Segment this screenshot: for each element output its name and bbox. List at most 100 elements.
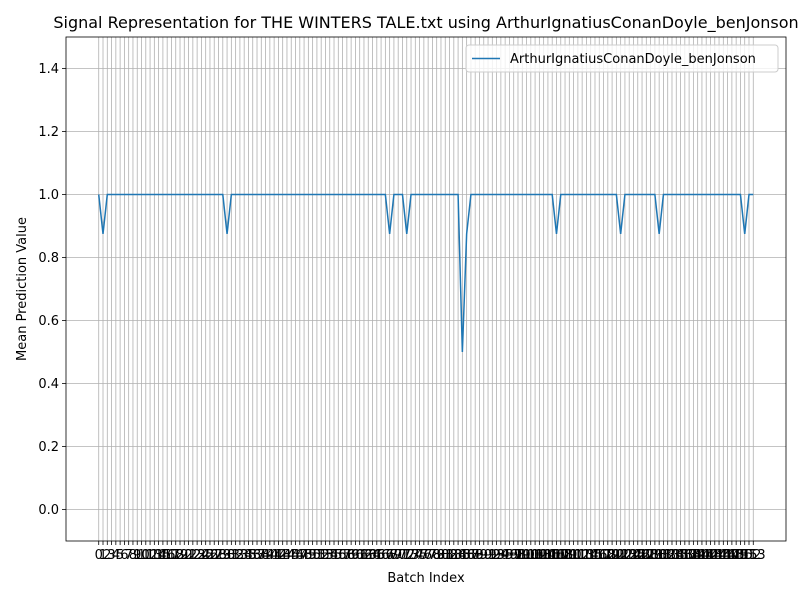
x-tick-label: 56 xyxy=(330,548,347,563)
x-tick-label: 118 xyxy=(591,548,616,563)
x-tick-label: 76 xyxy=(416,548,433,563)
x-tick-label: 141 xyxy=(690,548,715,563)
x-tick-label: 89 xyxy=(471,548,488,563)
x-tick-label: 33 xyxy=(232,548,249,563)
x-tick-label: 12 xyxy=(142,548,159,563)
x-tick-label: 150 xyxy=(728,548,753,563)
x-tick-label: 125 xyxy=(621,548,646,563)
x-tick-label: 45 xyxy=(283,548,300,563)
x-tick-label: 66 xyxy=(373,548,390,563)
x-tick-label: 39 xyxy=(257,548,274,563)
x-tick-label: 121 xyxy=(604,548,629,563)
x-tick-label: 135 xyxy=(664,548,689,563)
x-tick-label: 23 xyxy=(189,548,206,563)
x-tick-label: 117 xyxy=(587,548,612,563)
x-tick-label: 92 xyxy=(484,548,501,563)
y-tick-label: 0.2 xyxy=(38,440,59,455)
x-tick-label: 97 xyxy=(505,548,522,563)
x-tick-label: 99 xyxy=(514,548,531,563)
x-tick-label: 18 xyxy=(167,548,184,563)
x-tick-label: 6 xyxy=(120,548,128,563)
x-tick-label: 73 xyxy=(403,548,420,563)
x-tick-label: 93 xyxy=(488,548,505,563)
x-tick-label: 27 xyxy=(206,548,223,563)
y-tick-label: 1.2 xyxy=(38,125,59,140)
x-tick-label: 55 xyxy=(326,548,343,563)
x-tick-label: 132 xyxy=(651,548,676,563)
x-tick-label: 137 xyxy=(672,548,697,563)
x-tick-label: 54 xyxy=(321,548,338,563)
x-tick-label: 133 xyxy=(655,548,680,563)
x-tick-label: 30 xyxy=(219,548,236,563)
x-tick-label: 96 xyxy=(501,548,518,563)
x-tick-label: 32 xyxy=(227,548,244,563)
legend-label: ArthurIgnatiusConanDoyle_benJonson xyxy=(510,52,756,67)
x-tick-label: 1 xyxy=(99,548,107,563)
x-tick-label: 111 xyxy=(561,548,586,563)
series-line xyxy=(97,193,754,353)
x-tick-label: 46 xyxy=(287,548,304,563)
x-tick-label: 84 xyxy=(450,548,467,563)
x-tick-label: 49 xyxy=(300,548,317,563)
x-tick-label: 131 xyxy=(647,548,672,563)
x-tick-label: 136 xyxy=(668,548,693,563)
x-tick-label: 41 xyxy=(266,548,283,563)
x-tick-label: 60 xyxy=(347,548,364,563)
x-tick-label: 21 xyxy=(180,548,197,563)
x-tick-label: 5 xyxy=(116,548,124,563)
x-tick-label: 71 xyxy=(394,548,411,563)
x-tick-label: 36 xyxy=(244,548,261,563)
x-tick-label: 53 xyxy=(317,548,334,563)
x-tick-label: 144 xyxy=(702,548,727,563)
x-tick-label: 62 xyxy=(356,548,373,563)
x-tick-label: 105 xyxy=(536,548,561,563)
x-tick-label: 57 xyxy=(334,548,351,563)
x-tick-label: 67 xyxy=(377,548,394,563)
y-tick-label: 1.4 xyxy=(38,62,59,77)
x-tick-label: 148 xyxy=(719,548,744,563)
x-tick-label: 15 xyxy=(155,548,172,563)
x-tick-label: 81 xyxy=(437,548,454,563)
x-tick-label: 64 xyxy=(364,548,381,563)
x-tick-label: 139 xyxy=(681,548,706,563)
x-tick-label: 94 xyxy=(493,548,510,563)
x-tick-label: 127 xyxy=(630,548,655,563)
x-tick-label: 42 xyxy=(270,548,287,563)
x-tick-label: 134 xyxy=(660,548,685,563)
x-tick-label: 79 xyxy=(428,548,445,563)
x-tick-label: 2 xyxy=(103,548,111,563)
x-tick-label: 113 xyxy=(570,548,595,563)
x-tick-label: 112 xyxy=(565,548,590,563)
x-tick-label: 114 xyxy=(574,548,599,563)
y-tick-label: 1.0 xyxy=(38,188,59,203)
x-tick-label: 149 xyxy=(724,548,749,563)
x-tick-label: 48 xyxy=(296,548,313,563)
x-tick-label: 101 xyxy=(518,548,543,563)
x-tick-label: 100 xyxy=(514,548,539,563)
y-tick-label: 0.8 xyxy=(38,251,59,266)
x-tick-label: 31 xyxy=(223,548,240,563)
x-tick-label: 69 xyxy=(386,548,403,563)
x-tick-label: 104 xyxy=(531,548,556,563)
y-tick-label: 0.6 xyxy=(38,314,59,329)
x-tick-label: 80 xyxy=(433,548,450,563)
x-tick-label: 82 xyxy=(441,548,458,563)
x-tick-label: 25 xyxy=(197,548,214,563)
x-tick-label: 51 xyxy=(309,548,326,563)
x-tick-label: 43 xyxy=(274,548,291,563)
x-tick-label: 8 xyxy=(129,548,137,563)
x-tick-label: 106 xyxy=(540,548,565,563)
x-tick-label: 37 xyxy=(249,548,266,563)
x-tick-label: 95 xyxy=(497,548,514,563)
x-tick-label: 13 xyxy=(146,548,163,563)
x-tick-label: 130 xyxy=(642,548,667,563)
x-tick-label: 142 xyxy=(694,548,719,563)
plot-frame xyxy=(65,36,787,542)
x-tick-label: 16 xyxy=(159,548,176,563)
x-tick-label: 85 xyxy=(454,548,471,563)
x-tick-label: 26 xyxy=(202,548,219,563)
x-tick-label: 98 xyxy=(510,548,527,563)
x-tick-label: 146 xyxy=(711,548,736,563)
x-tick-label: 107 xyxy=(544,548,569,563)
